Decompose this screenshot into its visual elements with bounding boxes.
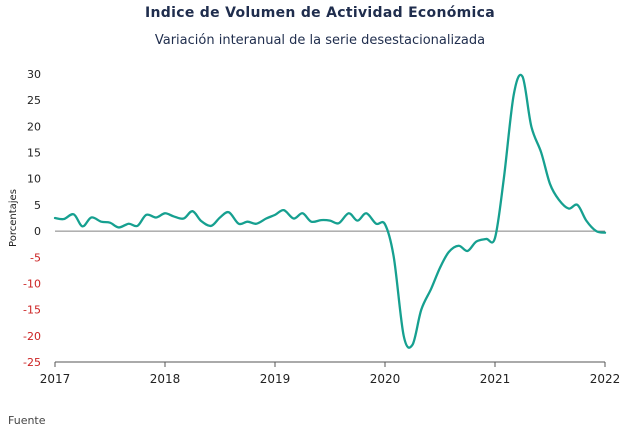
series-line (53, 73, 607, 349)
y-tick-label: -5 (30, 251, 41, 264)
x-axis: 2017 2018 2019 2020 2021 2022 (40, 361, 621, 386)
x-tick-label: 2020 (370, 372, 401, 386)
x-tick-label: 2021 (480, 372, 511, 386)
y-tick-label: 20 (27, 120, 41, 133)
y-tick-label: -15 (23, 304, 41, 317)
chart-subtitle: Variación interanual de la serie desesta… (154, 33, 486, 48)
x-tick-label: 2017 (40, 372, 71, 386)
x-tick-label: 2022 (590, 372, 621, 386)
y-tick-label: -20 (23, 330, 41, 343)
y-tick-label: 5 (34, 199, 41, 212)
y-tick-label: -10 (23, 277, 41, 290)
y-tick-label: 0 (34, 225, 41, 238)
y-axis-label: Porcentajes (8, 189, 19, 247)
y-tick-label: 30 (27, 68, 41, 81)
y-tick-label: 15 (27, 147, 41, 160)
y-tick-label: 25 (27, 94, 41, 107)
x-tick-label: 2018 (150, 372, 181, 386)
chart-title: Indice de Volumen de Actividad Económica (145, 5, 495, 21)
x-tick-label: 2019 (260, 372, 291, 386)
y-tick-label: -25 (23, 356, 41, 369)
footer-source: Fuente (8, 414, 46, 427)
y-tick-label: 10 (27, 173, 41, 186)
y-axis: 30 25 20 15 10 5 0 -5 -10 -15 -20 -25 (23, 68, 41, 369)
